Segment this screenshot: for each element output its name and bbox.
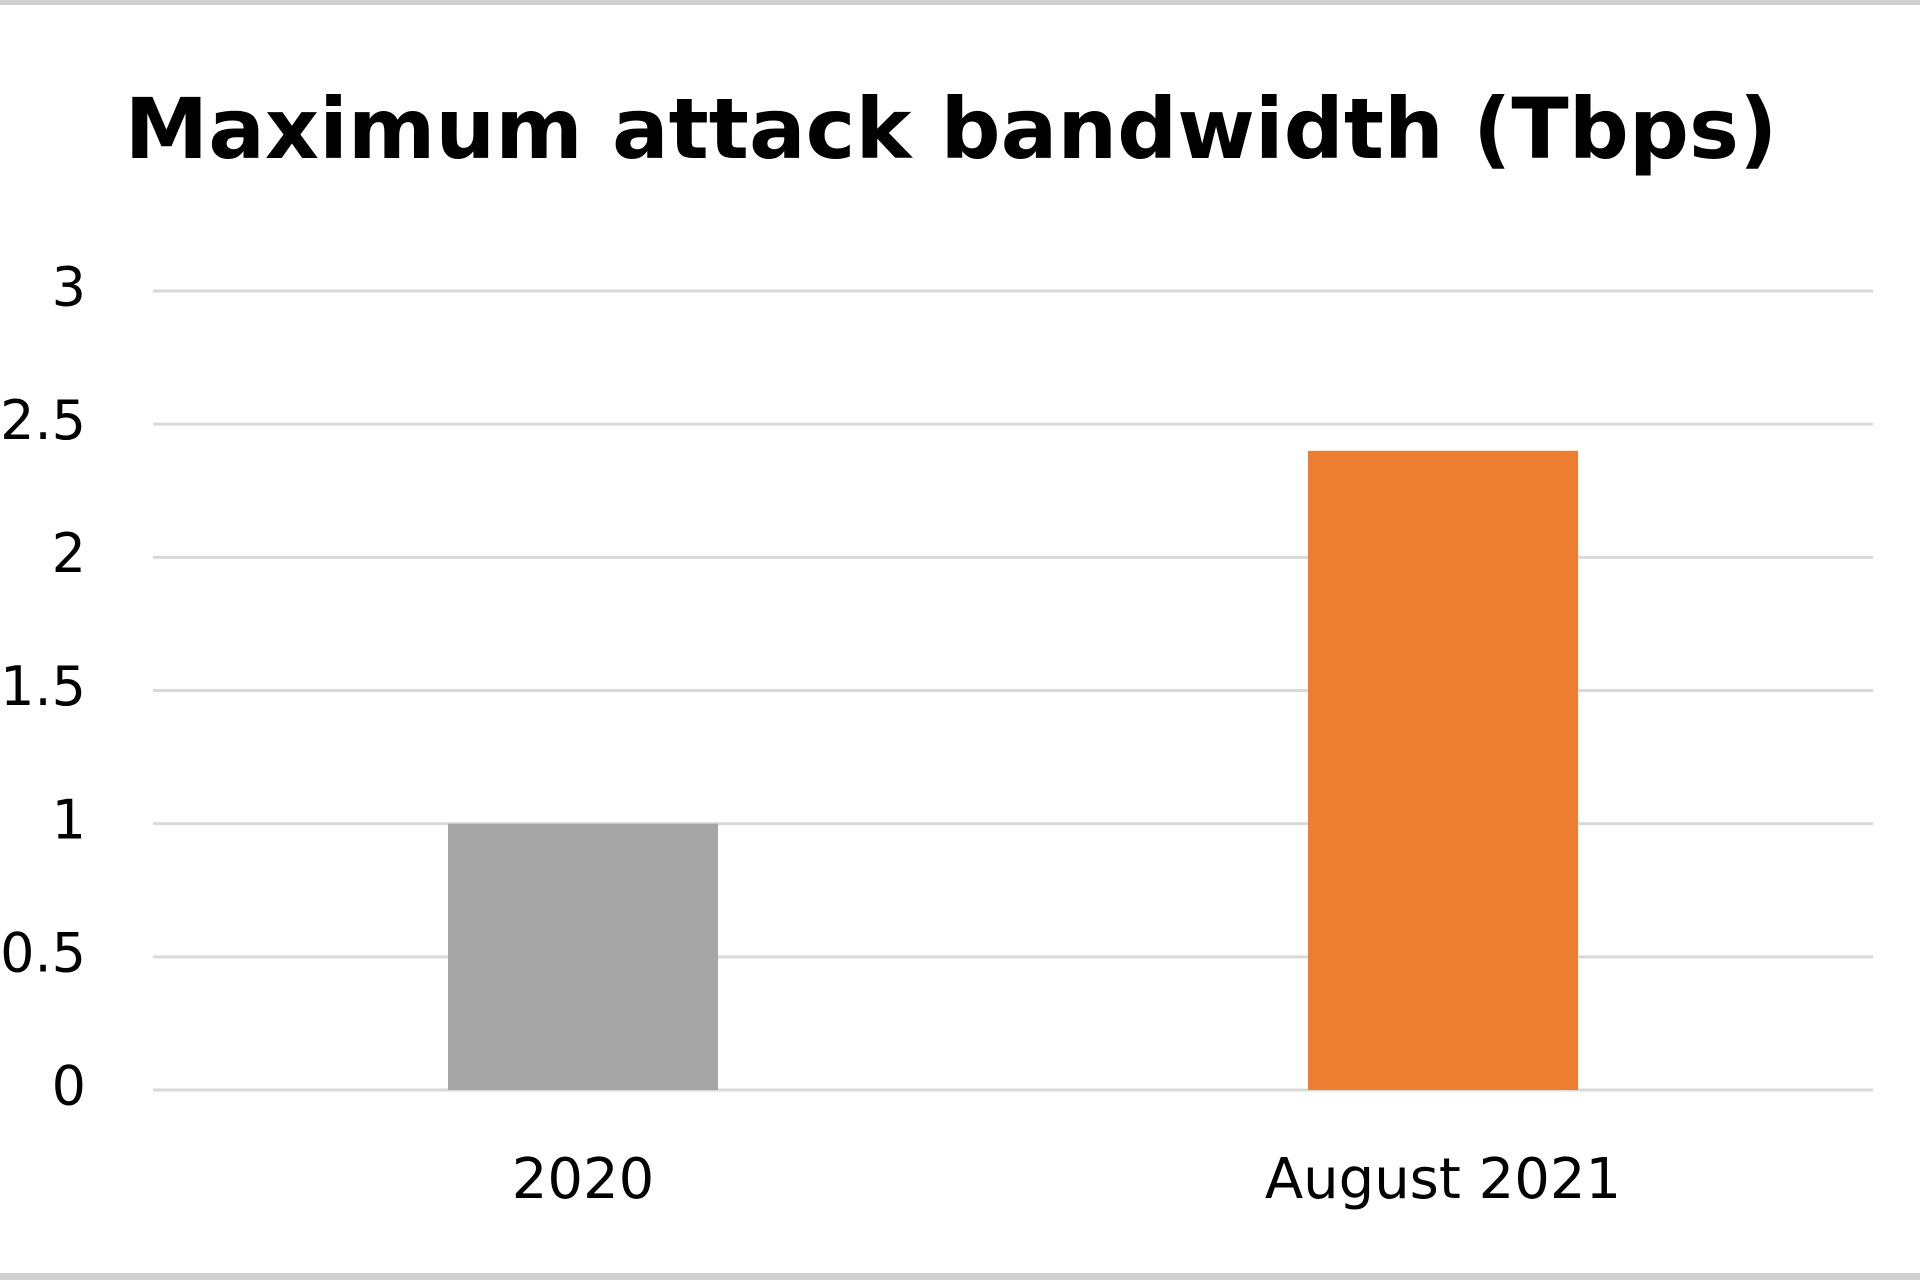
- y-tick-label: 2.5: [0, 389, 86, 452]
- bottom-border: [0, 1273, 1920, 1280]
- top-border: [0, 0, 1920, 5]
- y-tick-label: 2: [52, 522, 86, 585]
- y-tick-label: 1: [52, 788, 86, 851]
- y-tick-label: 0.5: [0, 921, 86, 984]
- y-tick-label: 1.5: [0, 655, 86, 718]
- y-tick-label: 3: [52, 256, 86, 319]
- bar: [447, 823, 719, 1090]
- x-tick-label: 2020: [512, 1147, 655, 1212]
- chart-title: Maximum attack bandwidth (Tbps): [125, 80, 1778, 178]
- y-tick-label: 0: [52, 1055, 86, 1118]
- bar: [1307, 450, 1579, 1090]
- x-tick-label: August 2021: [1265, 1147, 1621, 1212]
